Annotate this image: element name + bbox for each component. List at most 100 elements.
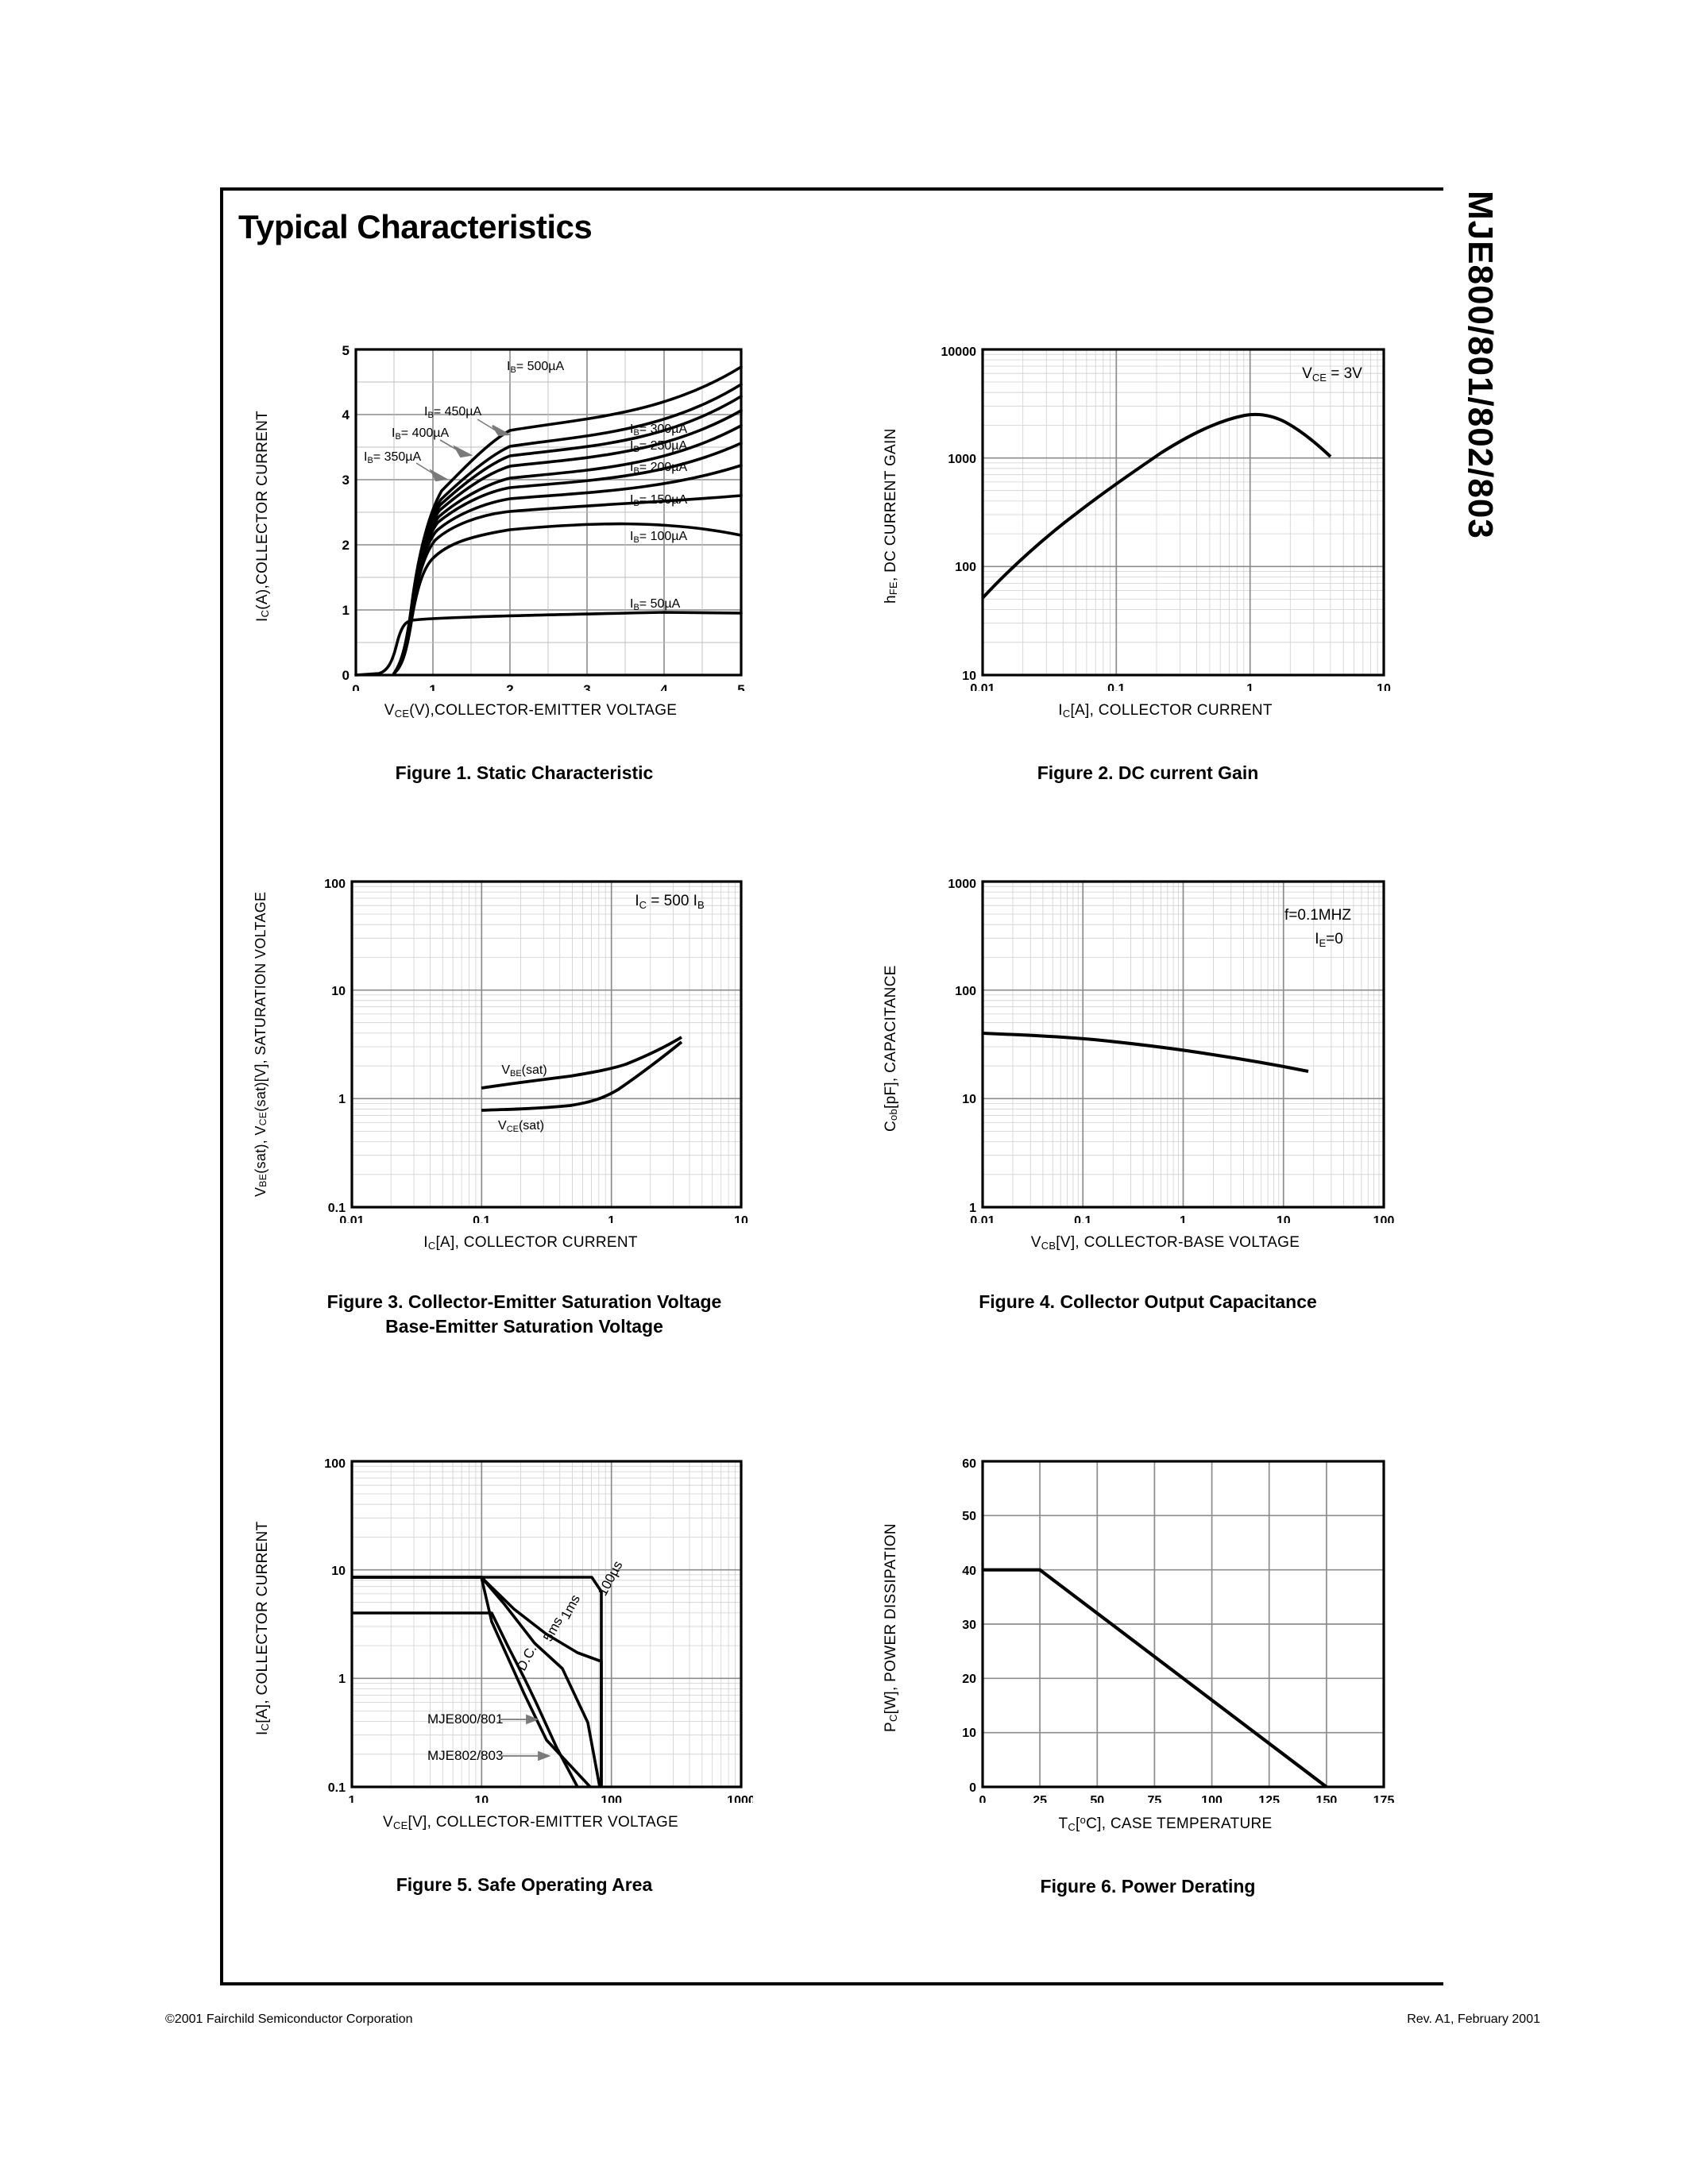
svg-text:0: 0 <box>352 682 359 691</box>
svg-text:3: 3 <box>342 473 350 488</box>
figure-3-plot: VBE(sat), VCE(sat)[V], SATURATION VOLTAG… <box>253 874 810 1252</box>
figure-3-caption-line2: Base-Emitter Saturation Voltage <box>385 1316 663 1337</box>
figure-5-svg: 100µs 1ms 5ms D.C. MJE800/801 MJE802/803… <box>324 1457 753 1803</box>
svg-text:VCE = 3V: VCE = 3V <box>1302 365 1362 384</box>
svg-text:1: 1 <box>338 1093 346 1106</box>
figure-1-block: IC(A),COLLECTOR CURRENT <box>238 341 810 785</box>
svg-text:25: 25 <box>1033 1794 1047 1803</box>
svg-text:IE=0: IE=0 <box>1315 931 1343 949</box>
svg-text:30: 30 <box>962 1619 976 1632</box>
figure-2-caption-line1: Figure 2. DC current Gain <box>1037 762 1259 784</box>
svg-text:10: 10 <box>1377 682 1391 691</box>
figure-3-y-axis-label: VBE(sat), VCE(sat)[V], SATURATION VOLTAG… <box>253 891 269 1198</box>
svg-text:1: 1 <box>338 1673 346 1686</box>
svg-text:175: 175 <box>1373 1794 1395 1803</box>
svg-text:1: 1 <box>342 603 350 618</box>
page-border <box>220 187 1443 1985</box>
svg-text:40: 40 <box>962 1565 976 1578</box>
figure-1-x-axis-label: VCE(V),COLLECTOR-EMITTER VOLTAGE <box>384 702 678 720</box>
figure-4-svg: 0.01 0.1 1 10 100 1 10 100 1000 f=0.1MHZ IE=0 <box>948 878 1395 1223</box>
svg-text:0.1: 0.1 <box>328 1202 346 1215</box>
figure-4-plot: Cob[pF], CAPACITANCE <box>883 874 1434 1252</box>
svg-text:1ms: 1ms <box>558 1592 583 1622</box>
svg-text:10: 10 <box>962 1093 976 1106</box>
svg-text:f=0.1MHZ: f=0.1MHZ <box>1284 907 1351 924</box>
figure-1-caption-line1: Figure 1. Static Characteristic <box>395 762 654 784</box>
svg-text:0.1: 0.1 <box>328 1781 346 1795</box>
svg-text:0.1: 0.1 <box>473 1214 490 1223</box>
svg-text:60: 60 <box>962 1457 976 1471</box>
svg-text:1: 1 <box>429 682 436 691</box>
svg-text:100: 100 <box>324 878 346 891</box>
svg-text:IB= 500µA: IB= 500µA <box>507 360 565 375</box>
figure-6-caption: Figure 6. Power Derating <box>862 1874 1434 1899</box>
svg-text:5ms: 5ms <box>540 1615 566 1644</box>
figure-6-plot: PC[W], POWER DISSIPATION 0 25 50 <box>883 1453 1434 1834</box>
svg-text:4: 4 <box>342 407 350 423</box>
svg-text:10: 10 <box>962 669 976 683</box>
figure-1-plot: IC(A),COLLECTOR CURRENT <box>254 341 810 720</box>
svg-text:10: 10 <box>962 1727 976 1740</box>
svg-text:5: 5 <box>342 343 350 358</box>
figure-3-block: VBE(sat), VCE(sat)[V], SATURATION VOLTAG… <box>238 874 810 1339</box>
svg-text:10: 10 <box>474 1794 489 1803</box>
page-title: Typical Characteristics <box>238 208 593 245</box>
figure-6-svg: 0 25 50 75 100 125 150 175 0 10 20 30 40 50 60 <box>962 1457 1395 1803</box>
svg-text:0.1: 0.1 <box>1107 682 1125 691</box>
svg-text:3: 3 <box>583 682 590 691</box>
svg-text:2: 2 <box>342 538 350 553</box>
svg-text:10: 10 <box>734 1214 748 1223</box>
figure-4-block: Cob[pF], CAPACITANCE <box>862 874 1434 1314</box>
svg-text:100: 100 <box>1373 1214 1395 1223</box>
svg-text:0.01: 0.01 <box>970 682 995 691</box>
figure-1-y-axis-label: IC(A),COLLECTOR CURRENT <box>254 410 272 623</box>
figure-5-block: IC[A], COLLECTOR CURRENT <box>238 1453 810 1897</box>
figure-6-y-axis-label: PC[W], POWER DISSIPATION <box>883 1523 900 1733</box>
svg-text:IB= 200µA: IB= 200µA <box>630 461 688 476</box>
svg-text:1: 1 <box>1180 1214 1187 1223</box>
figure-3-caption-line1: Figure 3. Collector-Emitter Saturation V… <box>326 1291 722 1313</box>
svg-text:0.01: 0.01 <box>970 1214 995 1223</box>
svg-text:VCE(sat): VCE(sat) <box>498 1119 544 1134</box>
figure-6-caption-line1: Figure 6. Power Derating <box>1040 1876 1256 1897</box>
figure-4-caption: Figure 4. Collector Output Capacitance <box>862 1290 1434 1314</box>
figure-2-block: hFE, DC CURRENT GAIN <box>862 341 1434 785</box>
svg-text:1000: 1000 <box>948 453 976 466</box>
figure-4-caption-line1: Figure 4. Collector Output Capacitance <box>979 1291 1317 1313</box>
footer-copyright: ©2001 Fairchild Semiconductor Corporatio… <box>165 2012 413 2026</box>
svg-text:IB= 150µA: IB= 150µA <box>630 493 688 508</box>
figure-5-caption-line1: Figure 5. Safe Operating Area <box>396 1874 653 1896</box>
svg-text:10: 10 <box>1277 1214 1291 1223</box>
svg-text:75: 75 <box>1148 1794 1162 1803</box>
svg-text:50: 50 <box>1090 1794 1104 1803</box>
svg-text:0: 0 <box>342 668 350 683</box>
svg-text:100: 100 <box>955 985 976 998</box>
figure-4-x-axis-label: VCB[V], COLLECTOR-BASE VOLTAGE <box>1030 1234 1300 1252</box>
svg-text:0: 0 <box>979 1794 987 1803</box>
svg-text:100: 100 <box>601 1794 622 1803</box>
svg-text:100: 100 <box>1201 1794 1223 1803</box>
svg-text:4: 4 <box>660 682 668 691</box>
figure-1-svg: 0 1 2 3 4 5 0 1 2 3 4 5 IB= 500µA IB= 450µA IB= … <box>342 343 745 691</box>
figure-2-x-axis-label: IC[A], COLLECTOR CURRENT <box>1058 702 1273 720</box>
svg-text:10: 10 <box>331 1565 346 1578</box>
footer-revision: Rev. A1, February 2001 <box>1407 2012 1540 2026</box>
svg-text:10: 10 <box>331 985 346 998</box>
figure-1-caption: Figure 1. Static Characteristic <box>238 761 810 785</box>
svg-text:1000: 1000 <box>948 878 976 891</box>
svg-text:10000: 10000 <box>941 345 977 359</box>
figure-2-caption: Figure 2. DC current Gain <box>862 761 1434 785</box>
svg-text:1: 1 <box>1246 682 1253 691</box>
svg-text:0: 0 <box>969 1781 976 1795</box>
svg-text:IB= 50µA: IB= 50µA <box>630 597 681 612</box>
svg-text:D.C.: D.C. <box>514 1642 540 1673</box>
figure-6-block: PC[W], POWER DISSIPATION 0 25 50 <box>862 1453 1434 1899</box>
figure-5-x-axis-label: VCE[V], COLLECTOR-EMITTER VOLTAGE <box>382 1814 678 1832</box>
svg-text:100: 100 <box>955 561 976 574</box>
figure-6-x-axis-label: TC[oC], CASE TEMPERATURE <box>1058 1814 1273 1834</box>
svg-text:IB= 300µA: IB= 300µA <box>630 423 688 438</box>
figure-3-x-axis-label: IC[A], COLLECTOR CURRENT <box>423 1234 638 1252</box>
svg-text:IB= 250µA: IB= 250µA <box>630 439 688 454</box>
svg-text:VBE(sat): VBE(sat) <box>501 1063 547 1078</box>
